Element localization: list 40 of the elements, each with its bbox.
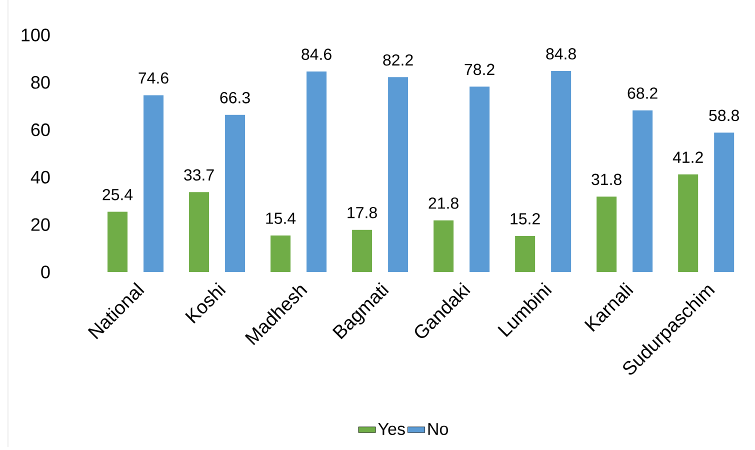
bar xyxy=(225,114,246,272)
legend-label: No xyxy=(428,423,448,436)
data-label: 84.8 xyxy=(546,48,576,60)
bar xyxy=(306,71,327,272)
bar xyxy=(714,132,734,272)
y-tick-label: 80 xyxy=(31,76,50,89)
data-label: 21.8 xyxy=(428,197,458,209)
data-label: 33.7 xyxy=(184,169,214,181)
data-label: 25.4 xyxy=(102,188,133,200)
data-label: 84.6 xyxy=(302,48,332,60)
bar xyxy=(144,95,164,272)
bar xyxy=(678,174,698,272)
bar xyxy=(434,220,454,272)
y-tick-label: 60 xyxy=(31,123,50,136)
bar xyxy=(632,110,653,272)
data-label: 68.2 xyxy=(628,88,658,99)
bar xyxy=(388,77,408,272)
bar xyxy=(551,71,572,272)
data-label: 15.4 xyxy=(266,212,296,224)
data-label: 58.8 xyxy=(709,110,739,122)
data-label: 74.6 xyxy=(138,72,168,84)
bar xyxy=(108,212,128,272)
y-tick-label: 0 xyxy=(41,266,50,278)
y-tick-label: 40 xyxy=(30,170,50,184)
bar xyxy=(515,236,536,272)
bar xyxy=(596,196,617,272)
data-label: 17.8 xyxy=(348,206,377,218)
data-label: 82.2 xyxy=(383,54,413,66)
bar xyxy=(189,192,210,272)
y-tick-label: 20 xyxy=(31,218,50,231)
bar xyxy=(352,230,372,272)
bar xyxy=(270,236,291,272)
data-label: 66.3 xyxy=(220,92,250,104)
data-label: 78.2 xyxy=(464,64,494,76)
y-tick-label: 100 xyxy=(22,28,50,42)
data-label: 15.2 xyxy=(510,213,540,224)
data-label: 31.8 xyxy=(592,174,622,186)
bar xyxy=(470,86,490,272)
data-label: 41.2 xyxy=(672,152,703,163)
legend-label: Yes xyxy=(378,423,405,436)
